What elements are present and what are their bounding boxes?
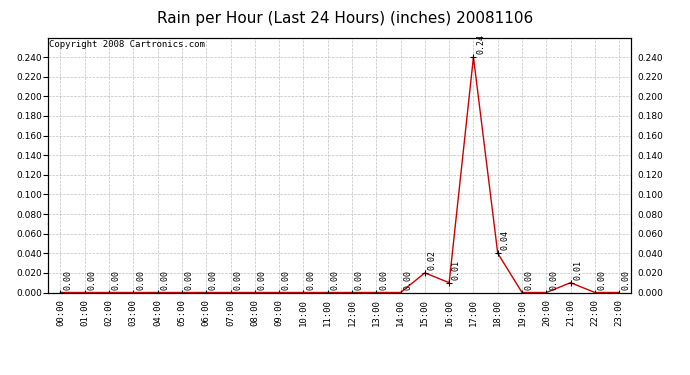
Text: Copyright 2008 Cartronics.com: Copyright 2008 Cartronics.com [50, 40, 206, 49]
Text: 0.00: 0.00 [282, 270, 291, 290]
Text: 0.01: 0.01 [573, 260, 582, 280]
Text: 0.00: 0.00 [306, 270, 315, 290]
Text: 0.00: 0.00 [525, 270, 534, 290]
Text: 0.04: 0.04 [500, 231, 509, 251]
Text: 0.00: 0.00 [598, 270, 607, 290]
Text: 0.00: 0.00 [88, 270, 97, 290]
Text: 0.00: 0.00 [160, 270, 170, 290]
Text: 0.00: 0.00 [549, 270, 558, 290]
Text: 0.00: 0.00 [404, 270, 413, 290]
Text: Rain per Hour (Last 24 Hours) (inches) 20081106: Rain per Hour (Last 24 Hours) (inches) 2… [157, 11, 533, 26]
Text: 0.00: 0.00 [622, 270, 631, 290]
Text: 0.01: 0.01 [452, 260, 461, 280]
Text: 0.00: 0.00 [136, 270, 145, 290]
Text: 0.00: 0.00 [379, 270, 388, 290]
Text: 0.24: 0.24 [476, 34, 485, 54]
Text: 0.00: 0.00 [331, 270, 339, 290]
Text: 0.00: 0.00 [63, 270, 72, 290]
Text: 0.00: 0.00 [209, 270, 218, 290]
Text: 0.00: 0.00 [185, 270, 194, 290]
Text: 0.00: 0.00 [233, 270, 242, 290]
Text: 0.02: 0.02 [428, 250, 437, 270]
Text: 0.00: 0.00 [112, 270, 121, 290]
Text: 0.00: 0.00 [257, 270, 266, 290]
Text: 0.00: 0.00 [355, 270, 364, 290]
